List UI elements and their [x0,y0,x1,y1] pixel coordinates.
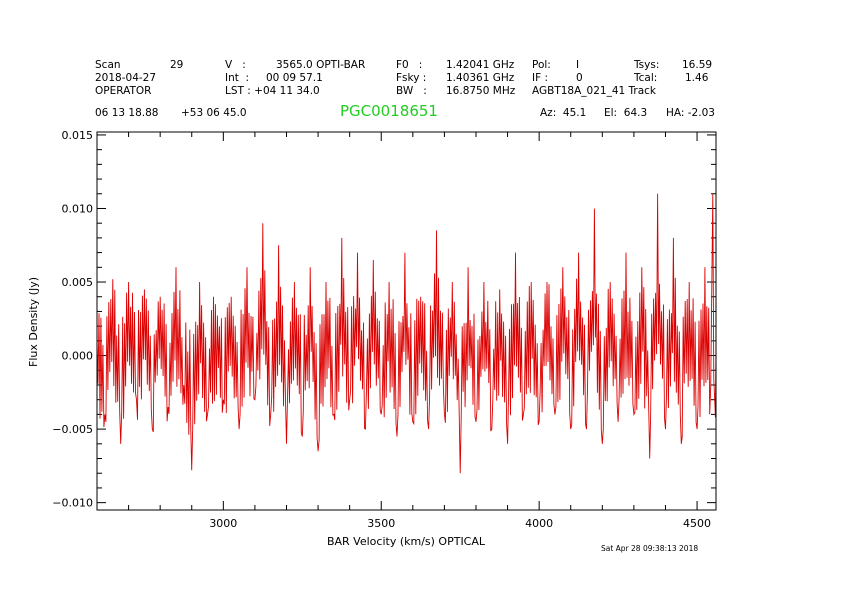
pol-value: I [576,59,580,71]
header-col-8: Tsys: Tcal: [634,59,659,85]
f0-label: F0 : [396,59,423,71]
plot-frame [96,131,717,511]
f0-value: 1.42041 GHz [446,59,515,71]
y-axis-label: Flux Density (Jy) [27,277,40,367]
tcal-label: Tcal: [634,72,658,84]
az-value: Az: 45.1 [540,107,587,119]
x-tick-label: 3000 [209,517,237,530]
plot-timestamp: Sat Apr 28 09:38:13 2018 [601,544,699,553]
el-value: El: 64.3 [604,107,648,119]
scan-label: Scan [95,59,121,71]
if-label: IF : [532,72,549,84]
int-value: 00 09 57.1 [266,72,323,84]
header-col-5: 1.42041 GHz 1.40361 GHz 16.8750 MHz [446,59,515,98]
y-tick-label: 0.010 [62,202,94,215]
header-col-4: F0 : Fsky : BW : [396,59,427,98]
header-col-3: 3565.0 OPTI-BAR 00 09 57.1 [266,59,366,85]
project-track: AGBT18A_021_41 Track [532,85,657,97]
x-tick-label: 4000 [525,517,553,530]
header-col-1: Scan 2018-04-27 OPERATOR [95,59,156,98]
dec-value: +53 06 45.0 [181,107,247,119]
tcal-value: 1.46 [685,72,709,84]
ra-value: 06 13 18.88 [95,107,159,119]
date-value: 2018-04-27 [95,72,157,84]
axis-ticks: 3000 3500 4000 4500 −0.010 −0.005 0.000 0.005 0.… [52,129,716,530]
lst-label: LST : +04 11 34.0 [225,85,320,97]
bw-value: 16.8750 MHz [446,85,516,97]
x-axis-label: BAR Velocity (km/s) OPTICAL [327,535,486,548]
pol-label: Pol: [532,59,551,71]
y-tick-label: 0.015 [62,129,94,142]
x-tick-label: 4500 [683,517,711,530]
y-tick-label: 0.000 [62,350,94,363]
if-value: 0 [576,72,583,84]
header-col-6: Pol: IF : AGBT18A_021_41 Track [532,59,656,98]
ha-value: HA: -2.03 [666,107,715,119]
velocity-label: V : [225,59,246,71]
tsys-label: Tsys: [634,59,660,71]
y-tick-label: −0.005 [52,423,93,436]
header-col-9: 16.59 1.46 [682,59,712,85]
bw-label: BW : [396,85,427,97]
object-name: PGC0018651 [340,102,438,120]
velocity-value: 3565.0 OPTI-BAR [276,59,366,71]
y-tick-label: 0.005 [62,276,94,289]
x-tick-label: 3500 [367,517,395,530]
scan-number: 29 [170,59,184,71]
spectrum-trace [96,193,717,474]
header-col-2: V : Int : LST : +04 11 34.0 [225,59,320,98]
tsys-value: 16.59 [682,59,713,71]
fsky-label: Fsky : [396,72,427,84]
int-label: Int : [225,72,250,84]
fsky-value: 1.40361 GHz [446,72,515,84]
operator-label: OPERATOR [95,85,152,97]
y-tick-label: −0.010 [52,497,93,510]
